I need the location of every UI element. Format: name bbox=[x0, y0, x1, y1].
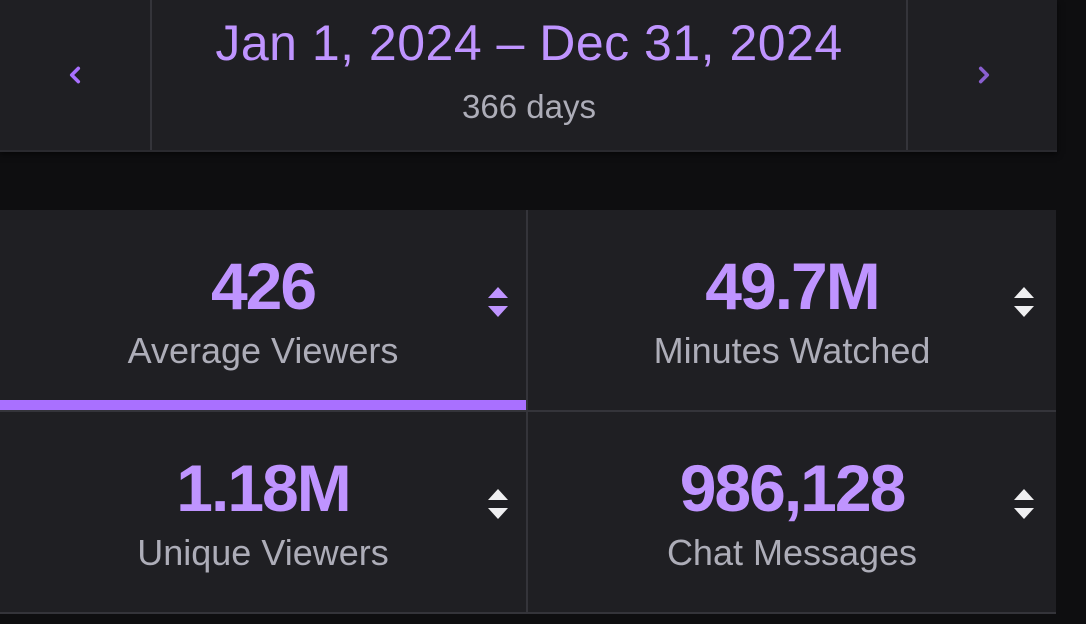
stat-card-chat-messages[interactable]: 986,128 Chat Messages bbox=[528, 412, 1056, 612]
sort-up-down-icon[interactable] bbox=[484, 484, 512, 524]
previous-range-button[interactable] bbox=[0, 0, 152, 150]
stat-value: 426 bbox=[210, 249, 317, 323]
sort-up-down-icon[interactable] bbox=[484, 282, 512, 322]
stat-label: Unique Viewers bbox=[137, 532, 389, 573]
stat-card-minutes-watched[interactable]: 49.7M Minutes Watched bbox=[528, 210, 1056, 410]
sort-up-down-icon[interactable] bbox=[1010, 282, 1038, 322]
grid-divider-horizontal bbox=[0, 410, 1056, 412]
stat-label: Chat Messages bbox=[666, 532, 918, 573]
grid-divider-bottom bbox=[0, 612, 1056, 614]
date-range-picker: Jan 1, 2024 – Dec 31, 2024 366 days bbox=[0, 0, 1057, 152]
stat-value: 986,128 bbox=[679, 451, 907, 525]
sort-up-down-icon[interactable] bbox=[1010, 484, 1038, 524]
stat-value: 1.18M bbox=[176, 451, 351, 525]
active-stat-indicator bbox=[0, 400, 526, 410]
chevron-left-icon bbox=[69, 66, 81, 84]
chevron-right-icon bbox=[978, 66, 989, 84]
stat-card-average-viewers[interactable]: 426 Average Viewers bbox=[0, 210, 526, 410]
stat-card-unique-viewers[interactable]: 1.18M Unique Viewers bbox=[0, 412, 526, 612]
date-range-label: Jan 1, 2024 – Dec 31, 2024 bbox=[215, 15, 843, 71]
stat-label: Minutes Watched bbox=[653, 330, 931, 371]
date-range-display[interactable]: Jan 1, 2024 – Dec 31, 2024 366 days bbox=[152, 0, 906, 150]
next-range-button[interactable] bbox=[906, 0, 1059, 150]
grid-divider-vertical bbox=[526, 210, 528, 614]
stat-label: Average Viewers bbox=[127, 330, 399, 371]
stat-value: 49.7M bbox=[705, 249, 880, 323]
stats-grid: 426 Average Viewers 49.7M Minutes Watche… bbox=[0, 210, 1056, 614]
date-range-days: 366 days bbox=[462, 88, 596, 125]
